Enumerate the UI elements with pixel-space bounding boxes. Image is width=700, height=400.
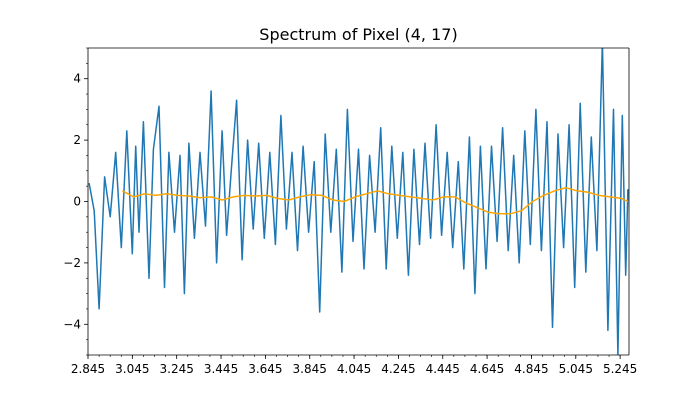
- series-line-1: [88, 48, 629, 355]
- x-tick-label: 5.045: [559, 362, 593, 376]
- series-line-2: [122, 186, 629, 215]
- y-tick-label: 2: [73, 133, 81, 147]
- x-tick-label: 5.245: [603, 362, 637, 376]
- x-tick-label: 3.845: [293, 362, 327, 376]
- series-layer: [88, 48, 629, 355]
- x-tick-label: 4.045: [337, 362, 371, 376]
- x-tick-label: 4.245: [381, 362, 415, 376]
- y-tick-label: 4: [73, 72, 81, 86]
- y-tick-label: 0: [73, 195, 81, 209]
- x-tick-label: 3.045: [115, 362, 149, 376]
- y-tick-label: −2: [63, 256, 81, 270]
- chart-title: Spectrum of Pixel (4, 17): [259, 25, 457, 44]
- y-tick-label: −4: [63, 317, 81, 331]
- x-tick-label: 3.645: [248, 362, 282, 376]
- x-tick-label: 3.245: [160, 362, 194, 376]
- axes-layer: 2.845 3.045 3.245 3.445 3.645 3.845 4.045 4.245…: [63, 47, 637, 376]
- x-tick-label: 4.845: [514, 362, 548, 376]
- x-tick-label: 4.645: [470, 362, 504, 376]
- x-tick-label: 4.445: [426, 362, 460, 376]
- x-tick-label: 3.445: [204, 362, 238, 376]
- x-tick-label: 2.845: [71, 362, 105, 376]
